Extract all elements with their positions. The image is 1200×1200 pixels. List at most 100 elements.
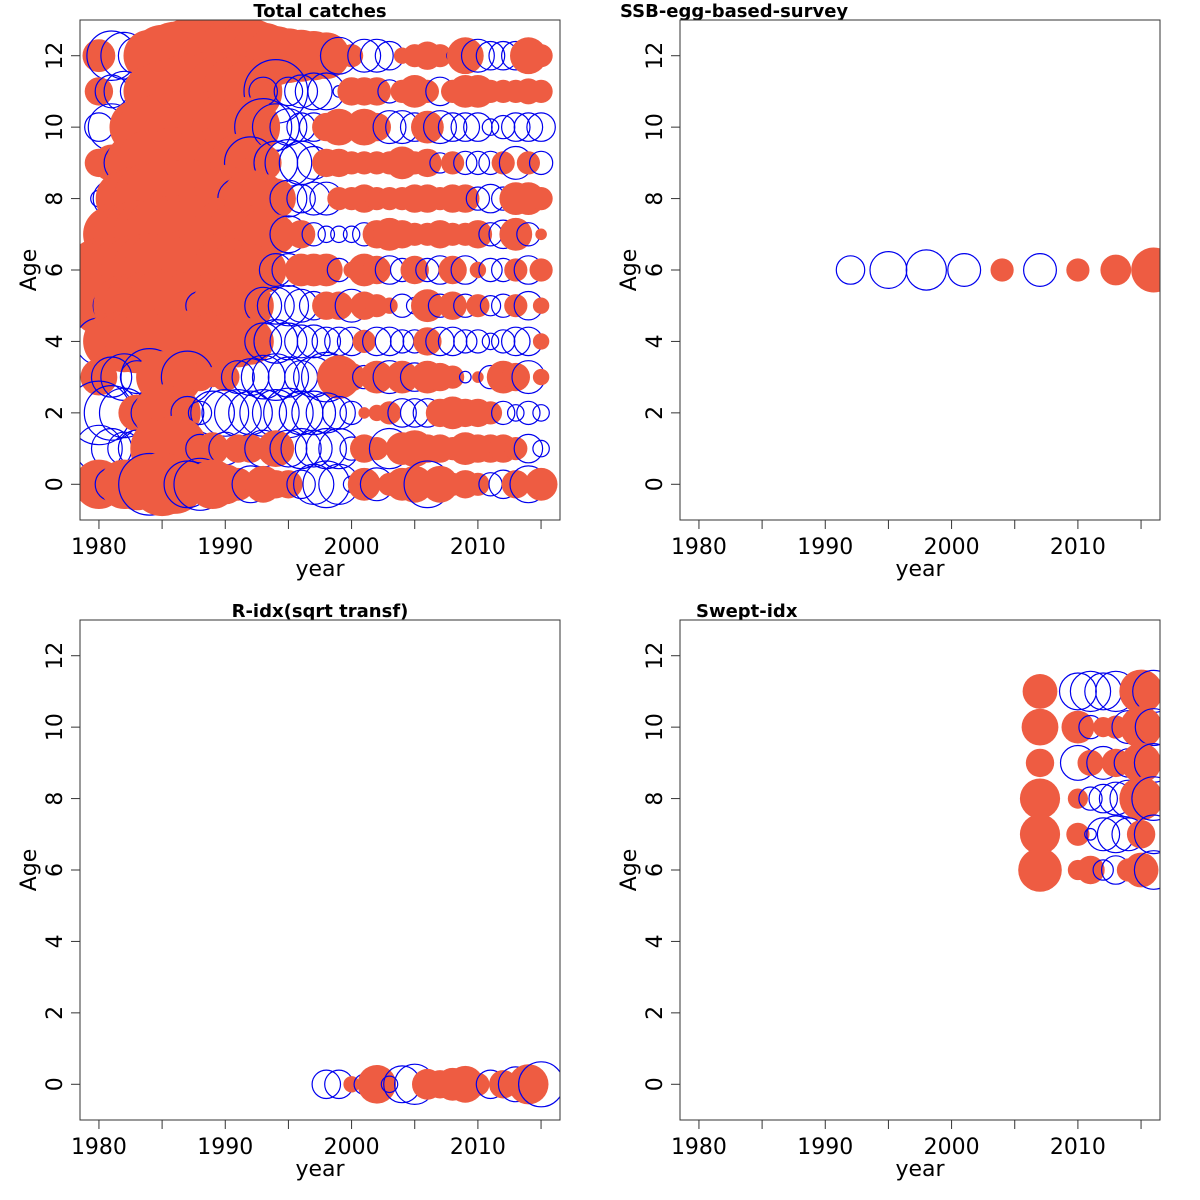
residual-bubble-negative xyxy=(1084,827,1097,841)
residual-bubble-negative xyxy=(835,255,866,285)
residual-bubble-negative xyxy=(1058,672,1097,711)
residual-bubble-positive xyxy=(524,467,558,501)
x-tick-label: 2010 xyxy=(1050,1135,1106,1160)
residual-bubble-negative xyxy=(437,112,468,142)
residual-bubble-positive xyxy=(1120,706,1160,749)
residual-bubble-negative xyxy=(359,38,394,73)
residual-bubble-negative xyxy=(291,390,337,436)
y-axis: 0 2 4 6 8 10 12 xyxy=(43,642,80,1091)
x-tick-label: 2000 xyxy=(324,535,380,560)
residual-bubble-negative xyxy=(481,118,500,136)
residual-bubble-negative xyxy=(296,324,331,359)
panel-title: Swept-idx xyxy=(696,601,798,622)
y-tick-label: 10 xyxy=(643,113,668,141)
residual-bubble-negative xyxy=(387,398,417,428)
residual-bubble-negative xyxy=(532,439,550,458)
residual-bubble-positive xyxy=(358,407,371,419)
residual-bubble-negative xyxy=(321,395,356,430)
residual-bubble-positive xyxy=(529,187,553,211)
residual-bubble-positive xyxy=(324,291,354,320)
residual-bubble-negative xyxy=(294,429,333,468)
residual-bubble-negative xyxy=(478,257,503,283)
residual-bubble-positive xyxy=(196,432,230,465)
panel-title: Total catches xyxy=(253,1,386,22)
y-axis: 0 2 4 6 8 10 12 xyxy=(643,642,680,1091)
residual-bubble-positive xyxy=(428,44,452,68)
y-axis-label: Age xyxy=(17,849,42,892)
residual-bubble-positive xyxy=(1121,742,1160,783)
residual-bubble-negative xyxy=(465,186,491,211)
residual-bubble-negative xyxy=(1069,670,1112,713)
residual-bubble-negative xyxy=(347,38,382,73)
residual-bubble-positive xyxy=(255,178,296,219)
y-tick-label: 8 xyxy=(43,192,68,206)
y-tick-label: 0 xyxy=(643,477,668,491)
x-tick-label: 2000 xyxy=(324,1135,380,1160)
residual-bubble-negative xyxy=(460,38,495,73)
residual-bubble-negative xyxy=(330,225,348,244)
residual-bubble-negative xyxy=(528,150,554,176)
residual-bubble-positive xyxy=(491,151,515,175)
residual-bubble-positive xyxy=(337,362,366,392)
residual-bubble-negative xyxy=(453,150,478,176)
residual-bubble-negative xyxy=(481,332,500,351)
residual-bubble-positive xyxy=(411,110,444,144)
residual-bubble-negative xyxy=(267,356,310,398)
x-tick-label: 1980 xyxy=(71,535,127,560)
x-tick-label: 1990 xyxy=(197,535,253,560)
residual-bubble-positive xyxy=(535,228,547,241)
residual-bubble-positive xyxy=(309,253,343,287)
residual-bubble-positive xyxy=(1025,748,1055,778)
residual-bubble-negative xyxy=(267,285,310,327)
residual-bubble-negative xyxy=(465,150,491,176)
residual-bubble-negative xyxy=(491,400,516,426)
bubble-layer xyxy=(80,20,558,517)
y-tick-label: 4 xyxy=(643,934,668,948)
x-tick-label: 2010 xyxy=(1050,535,1106,560)
residual-bubble-positive xyxy=(80,358,118,396)
residual-bubble-positive xyxy=(257,430,295,467)
y-tick-label: 6 xyxy=(43,263,68,277)
y-tick-label: 10 xyxy=(43,713,68,741)
x-axis: 1980 1990 2000 2010 xyxy=(71,1120,542,1160)
residual-bubble-positive xyxy=(441,365,465,389)
y-axis: 0 2 4 6 8 10 12 xyxy=(43,42,80,491)
y-tick-label: 12 xyxy=(43,42,68,70)
x-tick-label: 2000 xyxy=(924,535,980,560)
residual-bubble-negative xyxy=(372,110,407,145)
residual-bubble-negative xyxy=(301,222,326,247)
residual-bubble-positive xyxy=(352,329,376,353)
residual-bubble-positive xyxy=(466,1072,490,1096)
residual-bubble-positive xyxy=(1067,788,1088,809)
x-axis: 1980 1990 2000 2010 xyxy=(671,520,1142,560)
y-tick-label: 12 xyxy=(643,42,668,70)
residual-bubble-positive xyxy=(446,37,484,75)
residual-bubble-positive xyxy=(990,258,1014,282)
y-tick-label: 8 xyxy=(643,192,668,206)
residual-bubble-positive xyxy=(211,362,240,392)
residual-bubble-negative xyxy=(273,76,304,107)
residual-bubble-negative xyxy=(450,112,481,142)
y-tick-label: 6 xyxy=(643,863,668,877)
residual-bubble-negative xyxy=(947,253,982,288)
x-axis-label: year xyxy=(895,557,945,582)
y-tick-label: 4 xyxy=(43,334,68,348)
residual-bubble-positive xyxy=(413,327,442,356)
residual-bubble-positive xyxy=(532,368,550,386)
residual-bubble-positive xyxy=(1123,852,1159,888)
residual-bubble-positive xyxy=(415,79,439,103)
residual-bubble-negative xyxy=(458,370,472,384)
residual-bubble-positive xyxy=(84,77,114,106)
panel-ssb-egg-based-survey: SSB-egg-based-survey 1980 1990 2000 2010 0 2… xyxy=(617,1,1161,582)
residual-bubble-negative xyxy=(269,429,308,468)
residual-bubble-positive xyxy=(466,294,490,318)
residual-bubble-positive xyxy=(1019,778,1061,819)
residual-bubble-positive xyxy=(529,258,553,282)
residual-bubble-negative xyxy=(286,183,316,214)
residual-bubble-positive xyxy=(286,220,316,249)
panel-title: SSB-egg-based-survey xyxy=(620,1,848,22)
residual-bubble-positive xyxy=(532,333,550,350)
y-tick-label: 10 xyxy=(643,713,668,741)
y-axis-label: Age xyxy=(617,249,642,292)
